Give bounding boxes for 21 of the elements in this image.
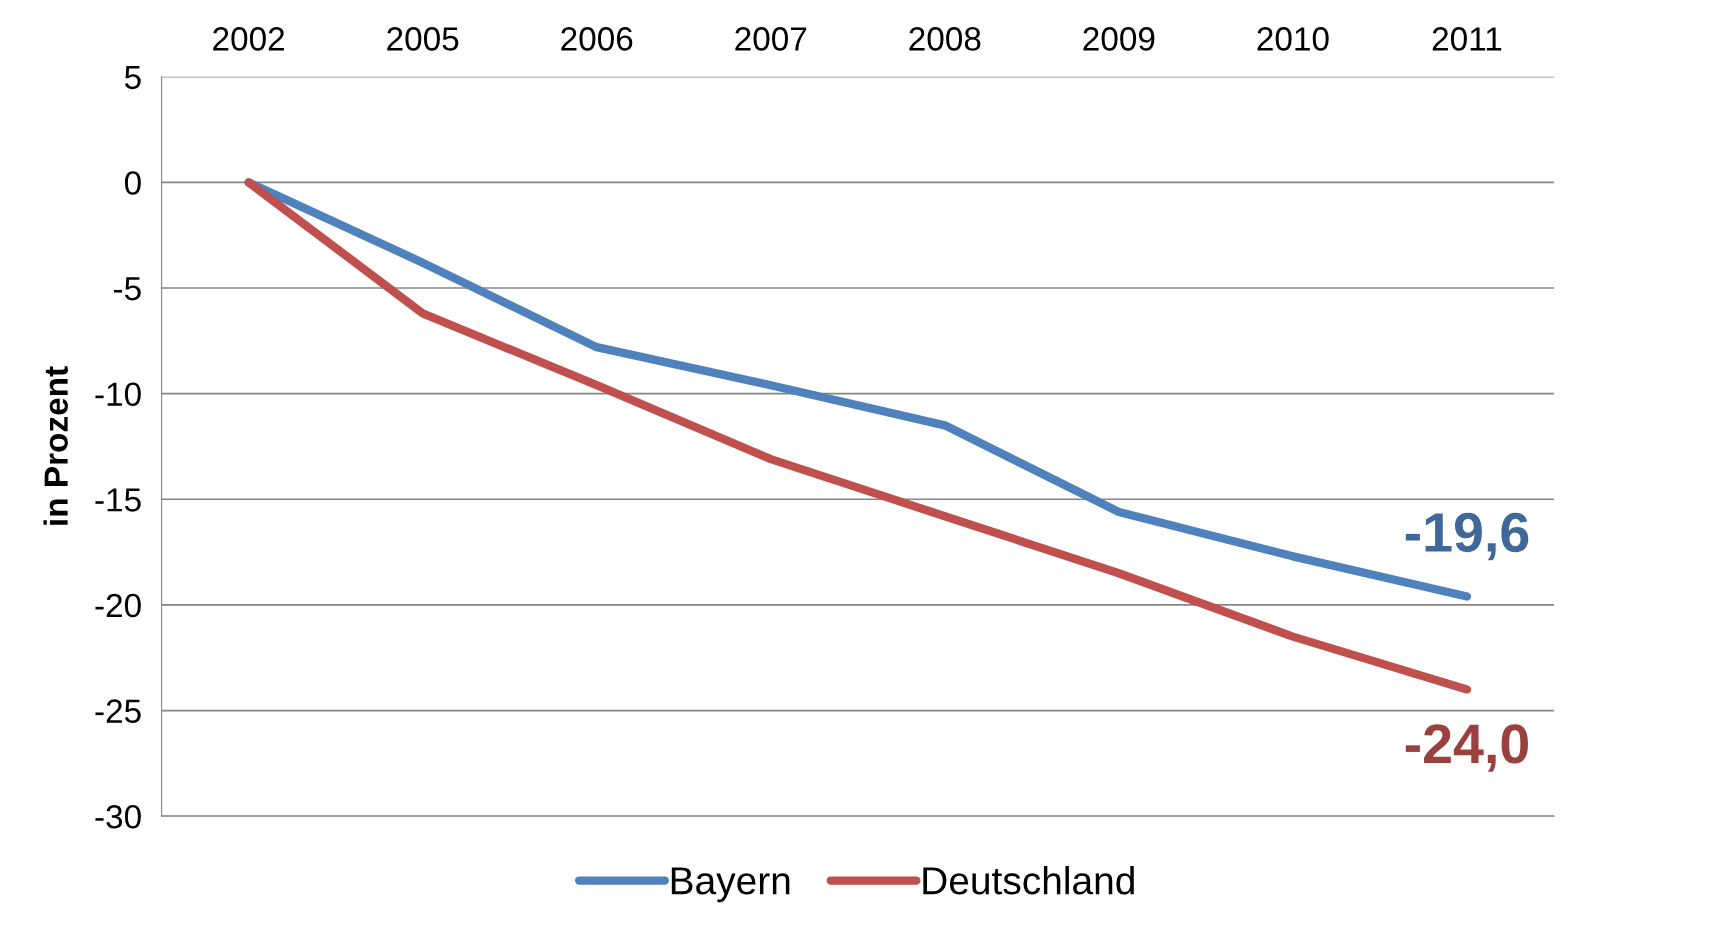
y-tick-label: -30 — [95, 804, 141, 829]
x-tick-label: 2006 — [561, 27, 633, 51]
y-tick-label: 5 — [124, 65, 141, 90]
x-tick-label: 2002 — [213, 27, 285, 51]
legend-label: Bayern — [671, 867, 790, 903]
y-axis-title: in Prozent — [43, 366, 68, 525]
legend-label: Deutschland — [923, 865, 1134, 895]
x-tick-label: 2005 — [387, 27, 459, 51]
y-tick-label: -20 — [95, 593, 141, 618]
x-tick-label: 2011 — [1432, 27, 1502, 51]
y-tick-label: -10 — [95, 382, 141, 407]
x-tick-label: 2008 — [909, 27, 981, 51]
y-tick-label: -15 — [95, 488, 141, 512]
annotation: -19,6 — [1405, 512, 1529, 561]
y-tick-label: 0 — [124, 171, 141, 195]
y-tick-label: -25 — [95, 699, 141, 723]
x-tick-label: 2007 — [735, 27, 807, 51]
annotation: -24,0 — [1405, 724, 1528, 772]
x-tick-label: 2010 — [1257, 27, 1329, 51]
x-tick-label: 2009 — [1083, 27, 1155, 51]
y-tick-label: -5 — [113, 277, 141, 301]
